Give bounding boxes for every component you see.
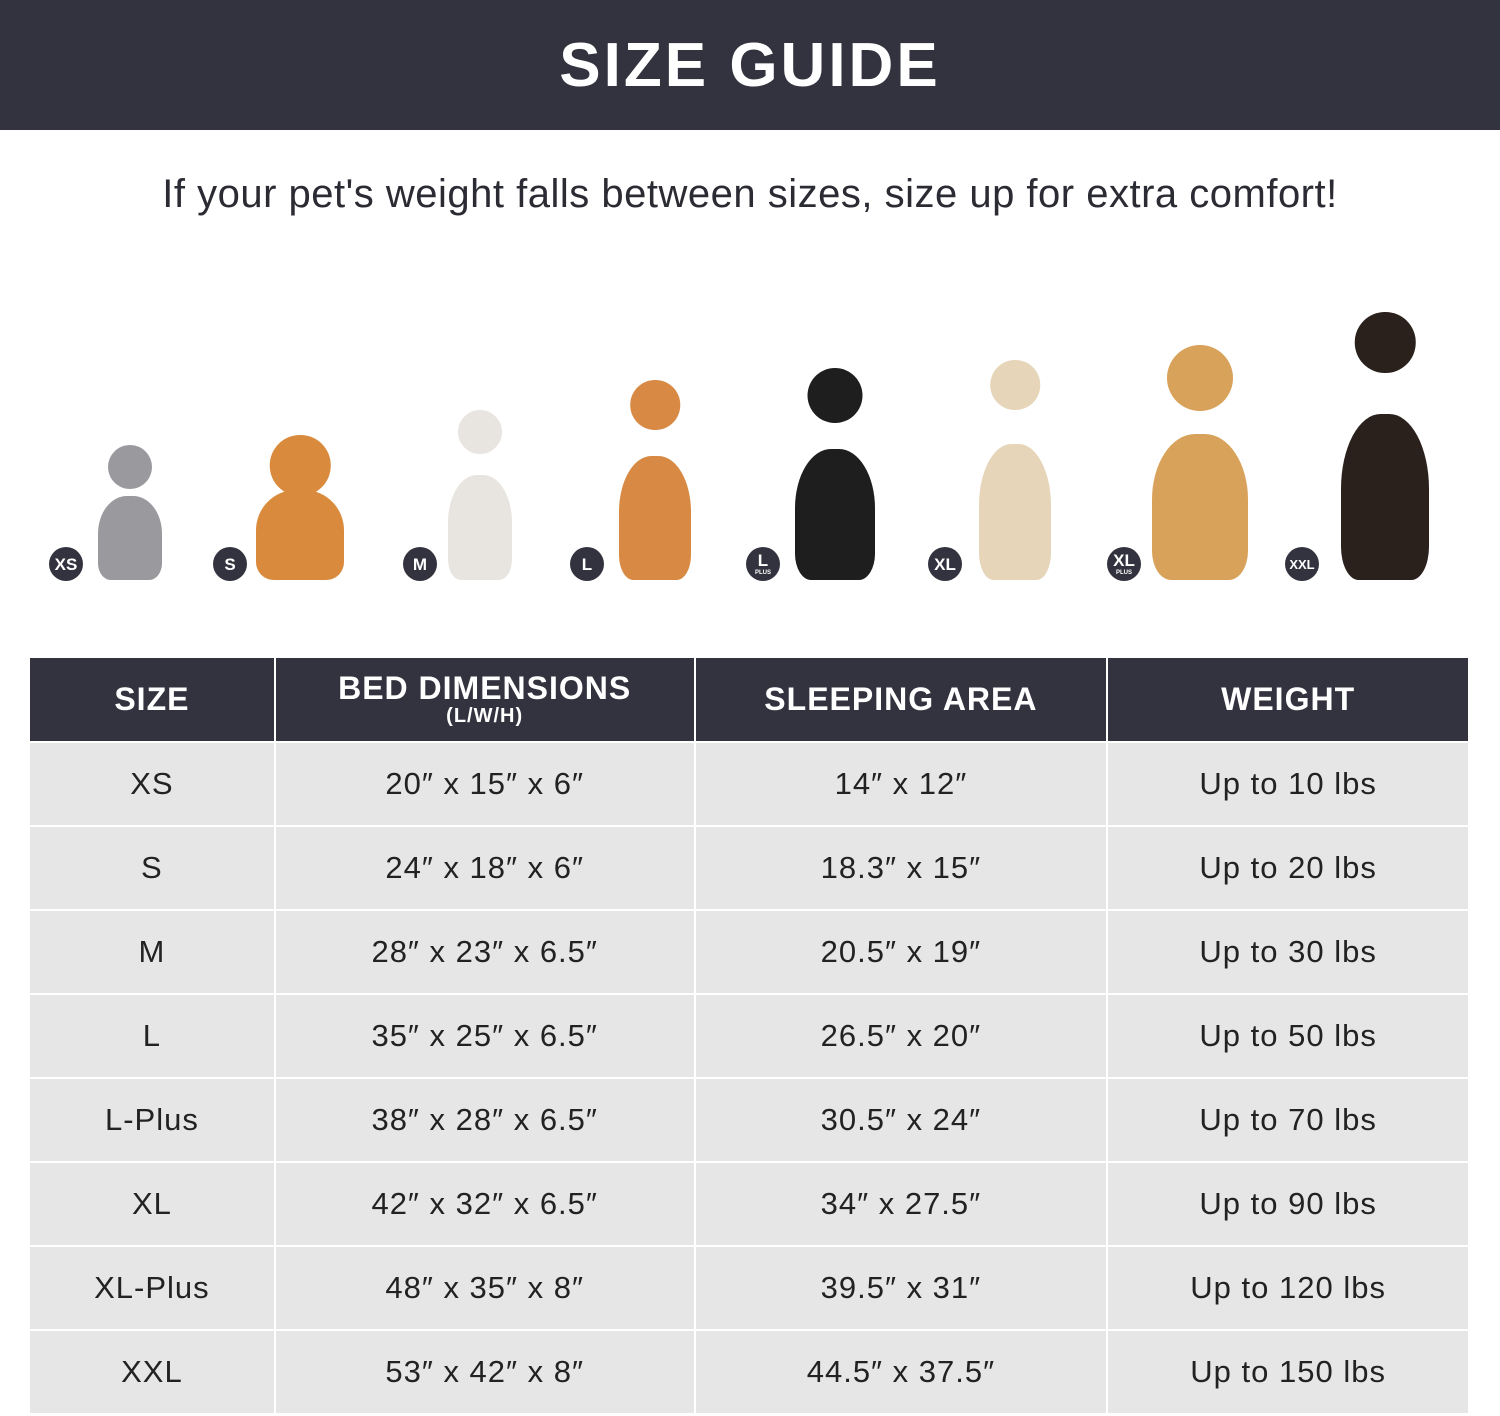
cell-dims: 24″ x 18″ x 6″ — [273, 825, 696, 911]
table-header-row: SIZE BED DIMENSIONS (L/W/H) SLEEPING ARE… — [30, 658, 1470, 742]
size-badge-label: XS — [54, 554, 78, 574]
pet-head — [807, 368, 863, 423]
header-size: SIZE — [30, 658, 276, 742]
cell-size: XL-Plus — [30, 1245, 276, 1331]
size-badge-label: XXL — [1289, 556, 1315, 572]
cell-weight: Up to 10 lbs — [1106, 741, 1470, 827]
size-badge-plus: PLUS — [1115, 570, 1132, 576]
table-row: L-Plus 38″ x 28″ x 6.5″ 30.5″ x 24″ Up to 7… — [30, 1077, 1470, 1163]
table-row: XXL 53″ x 42″ x 8″ 44.5″ x 37.5″ Up to 150 … — [30, 1329, 1470, 1415]
cell-size: L — [30, 993, 276, 1079]
cell-size: S — [30, 825, 276, 911]
pet-body — [619, 456, 691, 580]
cell-weight: Up to 30 lbs — [1106, 909, 1470, 995]
cell-area: 14″ x 12″ — [693, 741, 1109, 827]
pet-body — [979, 443, 1051, 580]
pet-body — [448, 474, 512, 580]
pet-image-pomeranian — [245, 435, 355, 580]
cell-area: 18.3″ x 15″ — [693, 825, 1109, 911]
size-badge: M — [403, 547, 437, 581]
cell-dims: 38″ x 28″ x 6.5″ — [273, 1077, 696, 1163]
pet-head — [269, 435, 331, 496]
pet-head — [630, 380, 680, 430]
cell-size: XL — [30, 1161, 276, 1247]
pet-head — [108, 445, 152, 489]
size-badge: L — [570, 547, 604, 581]
size-badge-label: S — [224, 554, 236, 574]
cell-area: 26.5″ x 20″ — [693, 993, 1109, 1079]
cell-weight: Up to 20 lbs — [1106, 825, 1470, 911]
pet-body — [795, 448, 875, 580]
pet-image-doberman — [1330, 312, 1440, 580]
pet-body — [1152, 434, 1248, 580]
cell-weight: Up to 90 lbs — [1106, 1161, 1470, 1247]
cell-weight: Up to 50 lbs — [1106, 993, 1470, 1079]
cell-dims: 28″ x 23″ x 6.5″ — [273, 909, 696, 995]
pet-head — [1354, 312, 1416, 373]
cell-size: XS — [30, 741, 276, 827]
table-row: M 28″ x 23″ x 6.5″ 20.5″ x 19″ Up to 30 lbs — [30, 909, 1470, 995]
table-row: XL-Plus 48″ x 35″ x 8″ 39.5″ x 31″ Up to 12… — [30, 1245, 1470, 1331]
cell-weight: Up to 120 lbs — [1106, 1245, 1470, 1331]
header-bed-dimensions-unit: (L/W/H) — [446, 704, 524, 727]
cell-size: L-Plus — [30, 1077, 276, 1163]
pet-image-grey-cat — [90, 445, 170, 580]
cell-weight: Up to 70 lbs — [1106, 1077, 1470, 1163]
cell-size: XXL — [30, 1329, 276, 1415]
cell-area: 30.5″ x 24″ — [693, 1077, 1109, 1163]
cell-dims: 53″ x 42″ x 8″ — [273, 1329, 696, 1415]
pet-image-french-bulldog — [440, 410, 520, 580]
size-badge-label: L — [581, 554, 593, 574]
table-row: L 35″ x 25″ x 6.5″ 26.5″ x 20″ Up to 50 lbs — [30, 993, 1470, 1079]
pet-image-border-collie — [785, 368, 885, 580]
pet-head — [458, 410, 502, 454]
header-sleeping-area: SLEEPING AREA — [693, 658, 1109, 742]
cell-area: 34″ x 27.5″ — [693, 1161, 1109, 1247]
pet-image-golden-retriever — [1140, 345, 1260, 580]
cell-area: 20.5″ x 19″ — [693, 909, 1109, 995]
pet-image-labrador — [970, 360, 1060, 580]
pet-body — [256, 490, 344, 580]
size-badge: XL PLUS — [1107, 547, 1141, 581]
page-title: SIZE GUIDE — [559, 30, 941, 100]
size-badge-plus: PLUS — [754, 570, 771, 576]
pet-image-shiba-inu — [610, 380, 700, 580]
size-badge: XS — [49, 547, 83, 581]
table-row: XS 20″ x 15″ x 6″ 14″ x 12″ Up to 10 lbs — [30, 741, 1470, 827]
title-banner: SIZE GUIDE — [0, 0, 1500, 130]
pet-head — [1167, 345, 1233, 411]
size-badge-label: L — [757, 551, 769, 570]
cell-dims: 42″ x 32″ x 6.5″ — [273, 1161, 696, 1247]
pet-body — [1341, 413, 1429, 580]
cell-dims: 48″ x 35″ x 8″ — [273, 1245, 696, 1331]
cell-dims: 20″ x 15″ x 6″ — [273, 741, 696, 827]
size-table: SIZE BED DIMENSIONS (L/W/H) SLEEPING ARE… — [30, 658, 1470, 1415]
size-badge-label: XL — [934, 554, 956, 574]
cell-area: 39.5″ x 31″ — [693, 1245, 1109, 1331]
cell-area: 44.5″ x 37.5″ — [693, 1329, 1109, 1415]
pet-size-lineup: XS S M L L PLUS XL XL PLUS XXL — [0, 300, 1500, 600]
size-badge: XXL — [1285, 547, 1319, 581]
pet-head — [990, 360, 1040, 410]
cell-size: M — [30, 909, 276, 995]
pet-body — [98, 496, 162, 580]
table-row: S 24″ x 18″ x 6″ 18.3″ x 15″ Up to 20 lbs — [30, 825, 1470, 911]
cell-dims: 35″ x 25″ x 6.5″ — [273, 993, 696, 1079]
size-badge: XL — [928, 547, 962, 581]
sizing-tip: If your pet's weight falls between sizes… — [162, 172, 1338, 216]
size-badge-label: XL — [1113, 551, 1135, 570]
table-row: XL 42″ x 32″ x 6.5″ 34″ x 27.5″ Up to 90 lb… — [30, 1161, 1470, 1247]
cell-weight: Up to 150 lbs — [1106, 1329, 1470, 1415]
size-badge: S — [213, 547, 247, 581]
header-bed-dimensions: BED DIMENSIONS (L/W/H) — [273, 658, 696, 742]
header-weight: WEIGHT — [1106, 658, 1470, 742]
size-badge: L PLUS — [746, 547, 780, 581]
size-badge-label: M — [412, 554, 428, 574]
header-bed-dimensions-label: BED DIMENSIONS — [338, 670, 632, 707]
